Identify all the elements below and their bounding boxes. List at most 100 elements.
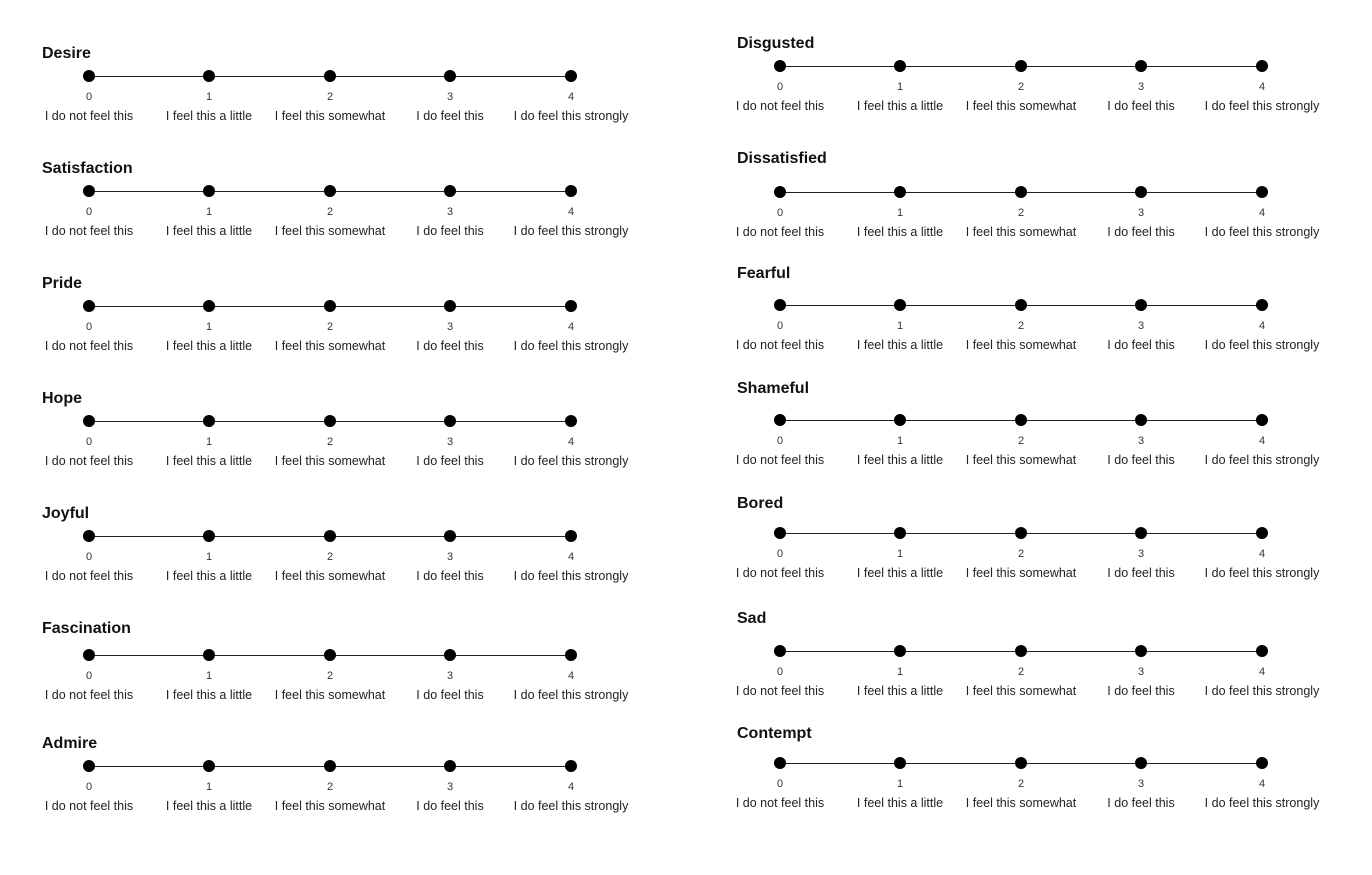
- radio-dot[interactable]: [1015, 299, 1027, 311]
- radio-dot[interactable]: [203, 415, 215, 427]
- radio-dot[interactable]: [1256, 186, 1268, 198]
- option-value: 4: [567, 206, 575, 218]
- radio-dot[interactable]: [324, 530, 336, 542]
- radio-dot[interactable]: [1256, 414, 1268, 426]
- scale-title: Contempt: [737, 725, 812, 742]
- radio-dot[interactable]: [894, 527, 906, 539]
- scale-pride: Pride 0 I do not feel this 1 I feel this…: [0, 275, 640, 385]
- option-value: 3: [446, 321, 454, 333]
- radio-dot[interactable]: [894, 414, 906, 426]
- radio-dot[interactable]: [83, 300, 95, 312]
- radio-dot[interactable]: [324, 300, 336, 312]
- radio-dot[interactable]: [1256, 527, 1268, 539]
- radio-dot[interactable]: [894, 299, 906, 311]
- radio-dot[interactable]: [324, 649, 336, 661]
- radio-dot[interactable]: [83, 530, 95, 542]
- radio-dot[interactable]: [203, 760, 215, 772]
- radio-dot[interactable]: [83, 185, 95, 197]
- option-value: 3: [446, 670, 454, 682]
- radio-dot[interactable]: [444, 300, 456, 312]
- radio-dot[interactable]: [1015, 414, 1027, 426]
- scale-hope: Hope 0 I do not feel this 1 I feel this …: [0, 390, 640, 500]
- radio-dot[interactable]: [324, 415, 336, 427]
- radio-dot[interactable]: [1015, 60, 1027, 72]
- radio-dot[interactable]: [1135, 757, 1147, 769]
- option-value: 1: [205, 436, 213, 448]
- radio-dot[interactable]: [1015, 645, 1027, 657]
- option-value: 3: [446, 206, 454, 218]
- radio-dot[interactable]: [774, 299, 786, 311]
- option-value: 2: [326, 321, 334, 333]
- radio-dot[interactable]: [565, 649, 577, 661]
- option-value: 3: [446, 91, 454, 103]
- radio-dot[interactable]: [83, 415, 95, 427]
- radio-dot[interactable]: [1256, 645, 1268, 657]
- radio-dot[interactable]: [774, 60, 786, 72]
- radio-dot[interactable]: [203, 649, 215, 661]
- radio-dot[interactable]: [324, 760, 336, 772]
- option-value: 1: [896, 666, 904, 678]
- option-label: I do feel this: [416, 109, 484, 123]
- radio-dot[interactable]: [565, 185, 577, 197]
- radio-dot[interactable]: [774, 757, 786, 769]
- radio-dot[interactable]: [894, 757, 906, 769]
- radio-dot[interactable]: [444, 185, 456, 197]
- option-label: I do feel this: [416, 454, 484, 468]
- radio-dot[interactable]: [444, 530, 456, 542]
- radio-dot[interactable]: [1256, 60, 1268, 72]
- radio-dot[interactable]: [83, 70, 95, 82]
- radio-dot[interactable]: [324, 70, 336, 82]
- radio-dot[interactable]: [774, 186, 786, 198]
- scale-title: Fascination: [42, 620, 131, 637]
- radio-dot[interactable]: [444, 649, 456, 661]
- radio-dot[interactable]: [1135, 299, 1147, 311]
- radio-dot[interactable]: [1135, 186, 1147, 198]
- option-value: 2: [1017, 778, 1025, 790]
- radio-dot[interactable]: [565, 300, 577, 312]
- option-label: I do feel this strongly: [1204, 796, 1320, 810]
- option-label: I do feel this: [1107, 99, 1175, 113]
- radio-dot[interactable]: [444, 415, 456, 427]
- scale-title: Desire: [42, 45, 91, 62]
- radio-dot[interactable]: [203, 70, 215, 82]
- radio-dot[interactable]: [1256, 299, 1268, 311]
- radio-dot[interactable]: [894, 645, 906, 657]
- radio-dot[interactable]: [444, 70, 456, 82]
- option-value: 3: [1137, 435, 1145, 447]
- option-label: I feel this a little: [165, 799, 253, 813]
- radio-dot[interactable]: [444, 760, 456, 772]
- radio-dot[interactable]: [1135, 414, 1147, 426]
- radio-dot[interactable]: [83, 649, 95, 661]
- option-label: I do feel this strongly: [513, 454, 629, 468]
- radio-dot[interactable]: [894, 60, 906, 72]
- radio-dot[interactable]: [565, 760, 577, 772]
- radio-dot[interactable]: [565, 415, 577, 427]
- radio-dot[interactable]: [203, 530, 215, 542]
- option-value: 3: [1137, 548, 1145, 560]
- radio-dot[interactable]: [774, 527, 786, 539]
- option-value: 2: [326, 436, 334, 448]
- radio-dot[interactable]: [83, 760, 95, 772]
- option-label: I do feel this: [1107, 338, 1175, 352]
- radio-dot[interactable]: [1015, 757, 1027, 769]
- radio-dot[interactable]: [1015, 527, 1027, 539]
- radio-dot[interactable]: [324, 185, 336, 197]
- radio-dot[interactable]: [1256, 757, 1268, 769]
- radio-dot[interactable]: [565, 530, 577, 542]
- radio-dot[interactable]: [774, 645, 786, 657]
- option-label: I feel this somewhat: [274, 569, 386, 583]
- radio-dot[interactable]: [203, 300, 215, 312]
- radio-dot[interactable]: [1135, 527, 1147, 539]
- radio-dot[interactable]: [894, 186, 906, 198]
- scale-title: Hope: [42, 390, 82, 407]
- radio-dot[interactable]: [565, 70, 577, 82]
- radio-dot[interactable]: [1015, 186, 1027, 198]
- option-label: I feel this a little: [165, 688, 253, 702]
- radio-dot[interactable]: [774, 414, 786, 426]
- radio-dot[interactable]: [1135, 645, 1147, 657]
- option-label: I feel this somewhat: [965, 338, 1077, 352]
- radio-dot[interactable]: [1135, 60, 1147, 72]
- option-value: 2: [326, 670, 334, 682]
- option-value: 3: [1137, 81, 1145, 93]
- radio-dot[interactable]: [203, 185, 215, 197]
